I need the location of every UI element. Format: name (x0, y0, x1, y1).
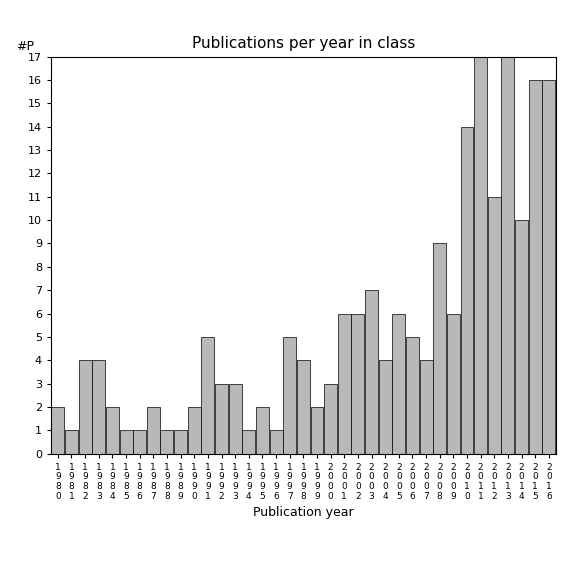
Bar (65, 430, 78, 454)
Bar (460, 127, 473, 454)
Bar (528, 80, 541, 454)
Title: Publications per year in class: Publications per year in class (192, 36, 415, 52)
Bar (543, 80, 555, 454)
Bar (447, 314, 460, 454)
Bar (488, 197, 501, 454)
Bar (501, 57, 514, 454)
Bar (311, 407, 323, 454)
Bar (420, 360, 433, 454)
Bar (324, 383, 337, 454)
Bar (215, 383, 228, 454)
Bar (201, 337, 214, 454)
Bar (269, 430, 282, 454)
Bar (79, 360, 92, 454)
Bar (174, 430, 187, 454)
Bar (297, 360, 310, 454)
Bar (406, 337, 419, 454)
Bar (338, 314, 351, 454)
Bar (433, 243, 446, 454)
Bar (352, 314, 365, 454)
Bar (92, 360, 105, 454)
Bar (242, 430, 255, 454)
Bar (474, 57, 487, 454)
Text: #P: #P (16, 40, 33, 53)
Bar (147, 407, 160, 454)
Bar (106, 407, 119, 454)
Bar (188, 407, 201, 454)
Bar (52, 407, 64, 454)
Bar (379, 360, 392, 454)
Bar (515, 220, 528, 454)
Bar (284, 337, 296, 454)
Bar (365, 290, 378, 454)
Bar (160, 430, 174, 454)
X-axis label: Publication year: Publication year (253, 506, 354, 519)
Bar (256, 407, 269, 454)
Bar (392, 314, 405, 454)
Bar (229, 383, 242, 454)
Bar (120, 430, 133, 454)
Bar (133, 430, 146, 454)
